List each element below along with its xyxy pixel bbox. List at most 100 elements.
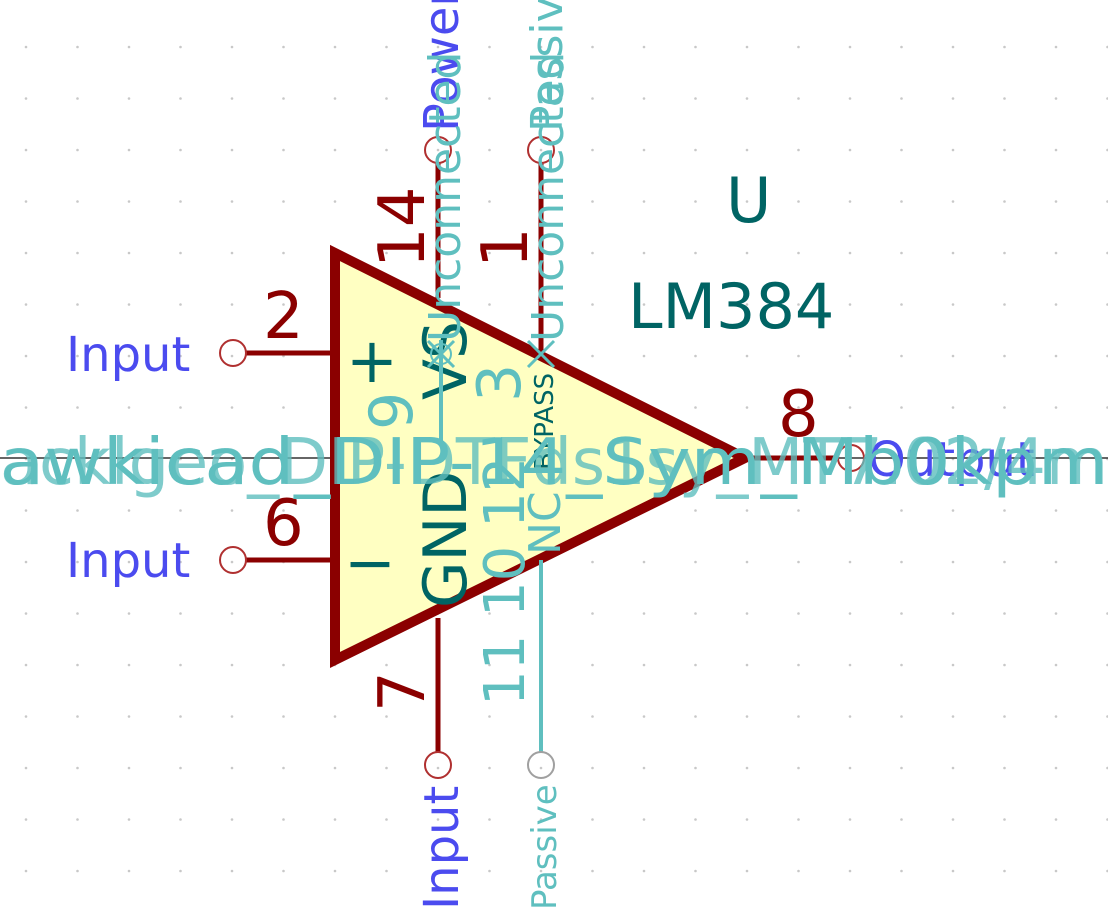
- grid-dot: [848, 406, 852, 409]
- grid-dot: [230, 45, 234, 49]
- grid-dot: [179, 406, 182, 409]
- grid-dot: [76, 509, 79, 512]
- grid-dot: [951, 406, 955, 409]
- grid-dot: [488, 715, 491, 718]
- pin-14-endpoint[interactable]: [424, 136, 452, 164]
- grid-dot: [488, 663, 491, 667]
- grid-dot: [179, 715, 182, 718]
- grid-dot: [848, 818, 852, 821]
- grid-dot: [1054, 663, 1058, 667]
- grid-dot: [1054, 509, 1058, 512]
- grid-dot: [488, 97, 491, 100]
- grid-dot: [591, 818, 594, 821]
- pin-6[interactable]: 6 Input: [66, 487, 335, 589]
- pin-8-endpoint[interactable]: [837, 444, 865, 472]
- grid-dot: [591, 97, 594, 100]
- unconnected-label-1: Unconnected: [420, 52, 471, 343]
- grid-dot: [745, 766, 749, 770]
- grid-dot: [76, 406, 79, 409]
- grid-dot: [900, 663, 903, 667]
- pin-2-endpoint[interactable]: [219, 339, 247, 367]
- grid-dot: [900, 715, 903, 718]
- pin-1-endpoint[interactable]: [527, 136, 555, 164]
- grid-dot: [282, 45, 285, 49]
- grid-dot: [951, 148, 955, 152]
- grid-dot: [642, 354, 646, 358]
- grid-dot: [76, 148, 79, 152]
- grid-dot: [1003, 766, 1006, 770]
- nc-bottom-endpoint[interactable]: [527, 751, 555, 779]
- grid-dot: [230, 303, 234, 306]
- grid-dot: [591, 560, 594, 564]
- grid-dot: [179, 148, 182, 152]
- grid-dot: [900, 148, 903, 152]
- grid-dot: [76, 818, 79, 821]
- pin-6-number: 6: [263, 487, 304, 561]
- grid-dot: [24, 200, 28, 203]
- grid-dot: [745, 560, 749, 564]
- grid-dot: [694, 45, 697, 49]
- grid-dot: [282, 303, 285, 306]
- grid-dot: [951, 200, 955, 203]
- grid-dot: [745, 663, 749, 667]
- pin-6-endpoint[interactable]: [219, 546, 247, 574]
- overlay-text-2: acklgeo_DIP-DTFds1sy_MT7.02/4m: [0, 426, 1108, 500]
- grid-dot: [127, 663, 131, 667]
- pin-14[interactable]: 14 Power VS: [366, 0, 481, 400]
- grid-dot: [282, 766, 285, 770]
- grid-dot: [694, 354, 697, 358]
- grid-dot: [1003, 509, 1006, 512]
- grid-dot: [797, 354, 800, 358]
- grid-dot: [694, 612, 697, 615]
- grid-dot: [436, 97, 440, 100]
- grid-dot: [333, 869, 337, 873]
- grid-dot: [24, 97, 28, 100]
- grid-dot: [539, 766, 543, 770]
- grid-dot: [745, 200, 749, 203]
- grid-dot: [488, 818, 491, 821]
- grid-dot: [900, 251, 903, 255]
- grid-dot: [230, 406, 234, 409]
- grid-dot: [694, 715, 697, 718]
- grid-dot: [282, 663, 285, 667]
- pin-7[interactable]: 7 Input GND: [366, 470, 481, 910]
- nc-bottom-type: Passive: [525, 784, 565, 910]
- pin-1[interactable]: 1 Passive BYPASS: [469, 0, 573, 470]
- grid-dot: [900, 406, 903, 409]
- grid-dot: [1054, 251, 1058, 255]
- grid-dot: [951, 303, 955, 306]
- grid-dot: [694, 97, 697, 100]
- grid-dot: [1054, 560, 1058, 564]
- grid-dot: [900, 818, 903, 821]
- grid-dot: [179, 200, 182, 203]
- grid-dot: [76, 303, 79, 306]
- grid-dot: [642, 560, 646, 564]
- grid-dot: [797, 97, 800, 100]
- grid-dot: [76, 560, 79, 564]
- grid-dot: [694, 560, 697, 564]
- grid-dot: [848, 303, 852, 306]
- grid-dot: [848, 663, 852, 667]
- pin-7-endpoint[interactable]: [424, 751, 452, 779]
- footprint-overlay-text: awkicad_DIP-14_Sym_Mb0kpm: [0, 426, 1108, 500]
- grid-dot: [1003, 148, 1006, 152]
- grid-dot: [179, 612, 182, 615]
- pin-2[interactable]: 2 Input: [66, 280, 335, 383]
- grid-dot: [694, 766, 697, 770]
- grid-dot: [951, 354, 955, 358]
- grid-dot: [745, 612, 749, 615]
- grid-dot: [591, 200, 594, 203]
- nc-bottom-numbers: 11 10 12: [473, 457, 538, 706]
- grid-dot: [385, 869, 388, 873]
- pin-7-number: 7: [366, 671, 440, 712]
- pin-14-type: Power: [414, 0, 470, 132]
- grid-dot: [642, 612, 646, 615]
- grid-dot: [642, 251, 646, 255]
- pin-8[interactable]: 8 Output: [745, 378, 1035, 488]
- grid-dot: [179, 354, 182, 358]
- grid-dot: [848, 200, 852, 203]
- grid-dot: [900, 45, 903, 49]
- grid-dot: [179, 509, 182, 512]
- grid-dot: [951, 251, 955, 255]
